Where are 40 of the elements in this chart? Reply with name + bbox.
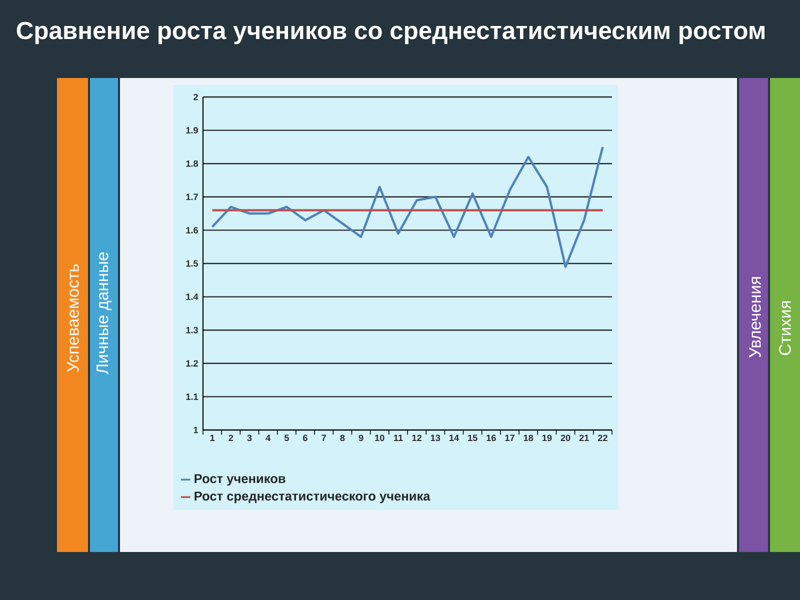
x-tick-label: 4 bbox=[266, 434, 271, 441]
text: Личные данные bbox=[96, 252, 112, 374]
x-tick-label: 11 bbox=[394, 434, 403, 441]
y-tick-label: 2 bbox=[194, 94, 198, 100]
x-tick-label: 17 bbox=[505, 434, 514, 441]
y-tick-label: 1.9 bbox=[186, 127, 198, 134]
x-tick-label: 5 bbox=[284, 434, 289, 442]
y-tick-label: 1.5 bbox=[186, 260, 198, 267]
y-tick-label: 1.6 bbox=[186, 226, 198, 234]
x-tick-label: 7 bbox=[322, 434, 326, 441]
x-tick-label: 8 bbox=[340, 434, 345, 442]
legend-label: Рост учеников bbox=[194, 474, 286, 486]
x-tick-label: 14 bbox=[450, 434, 459, 441]
y-tick-label: 1.3 bbox=[186, 326, 198, 334]
legend-label: Рост среднестатистического ученика bbox=[194, 492, 430, 504]
text: Увлечения bbox=[749, 277, 761, 358]
y-tick-label: 1.1 bbox=[186, 394, 198, 400]
x-tick-label: 9 bbox=[358, 434, 364, 442]
x-tick-label: 22 bbox=[598, 434, 608, 442]
x-tick-label: 1 bbox=[210, 434, 215, 441]
x-tick-label: 19 bbox=[542, 434, 552, 442]
chart-title: Сравнение роста учеников со среднестатистическим ростом bbox=[16, 22, 764, 44]
y-tick-label: 1.7 bbox=[186, 194, 198, 200]
y-tick-label: 1.8 bbox=[186, 160, 198, 167]
x-tick-label: 10 bbox=[375, 434, 384, 442]
x-tick-label: 20 bbox=[560, 434, 570, 442]
x-tick-label: 12 bbox=[412, 434, 422, 442]
text: Стихия bbox=[779, 301, 791, 355]
x-tick-label: 21 bbox=[579, 434, 589, 442]
x-tick-label: 6 bbox=[303, 434, 308, 442]
x-tick-label: 3 bbox=[247, 434, 252, 442]
y-tick-label: 1.4 bbox=[186, 294, 198, 300]
x-tick-label: 18 bbox=[524, 434, 534, 442]
x-tick-label: 13 bbox=[430, 434, 440, 442]
x-tick-label: 15 bbox=[468, 434, 478, 442]
text: Успеваемость bbox=[67, 264, 79, 372]
y-tick-label: 1 bbox=[194, 426, 198, 434]
y-tick-label: 1.2 bbox=[186, 360, 198, 367]
x-tick-label: 16 bbox=[486, 434, 496, 442]
x-tick-label: 2 bbox=[228, 434, 234, 442]
